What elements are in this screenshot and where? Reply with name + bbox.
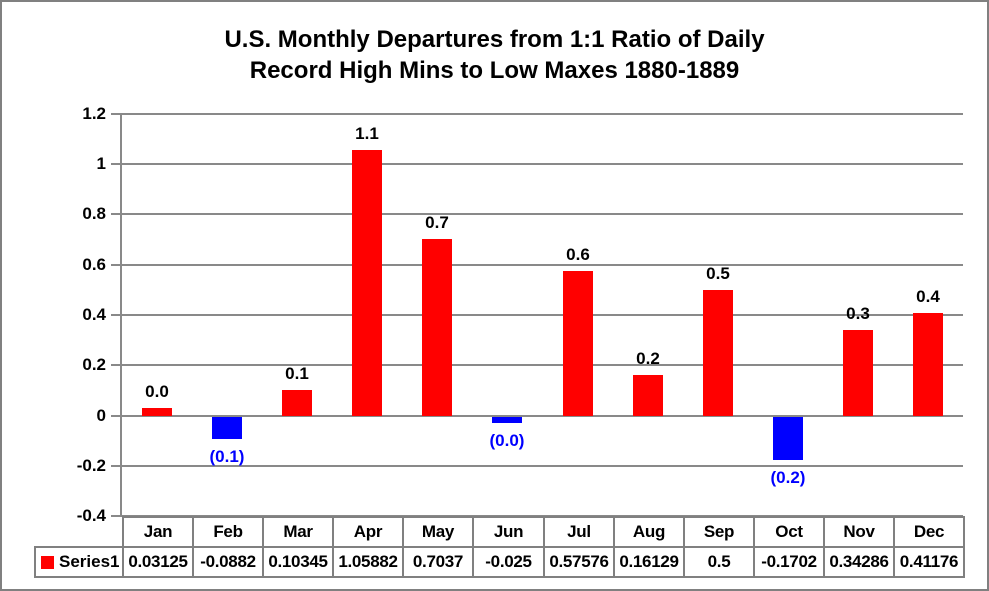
table-header-aug: Aug [613,516,683,546]
bar-label-sep: 0.5 [706,264,730,283]
table-header-jan: Jan [122,516,192,546]
table-value-aug: 0.16129 [613,546,683,578]
gridline-0 [122,415,963,417]
table-header-jul: Jul [543,516,613,546]
bar-nov [843,330,873,416]
y-axis-label: -0.4 [76,506,106,525]
bar-sep [703,290,733,416]
y-axis-tick [111,415,120,417]
bar-label-aug: 0.2 [636,349,660,368]
bar-label-mar: 0.1 [285,364,309,383]
table-value-mar: 0.10345 [262,546,332,578]
table-header-oct: Oct [753,516,823,546]
bar-apr [352,150,382,416]
gridline--0.2 [122,465,963,467]
bar-label-nov: 0.3 [846,304,870,323]
y-axis-label: -0.2 [76,456,106,475]
y-axis-tick [111,163,120,165]
bar-label-feb: (0.1) [209,447,245,466]
legend-item-series1: Series1 [34,546,122,578]
bar-jul [563,271,593,416]
bar-label-may: 0.7 [425,213,449,232]
table-header-apr: Apr [332,516,402,546]
table-value-nov: 0.34286 [823,546,893,578]
gridline-1 [122,163,963,165]
table-value-apr: 1.05882 [332,546,402,578]
table-value-jan: 0.03125 [122,546,192,578]
table-value-sep: 0.5 [683,546,753,578]
table-header-may: May [402,516,472,546]
bar-dec [913,313,943,416]
y-axis-tick [111,213,120,215]
table-value-jun: -0.025 [472,546,543,578]
y-axis-tick [111,264,120,266]
bar-feb [212,417,242,439]
y-axis-tick [111,314,120,316]
y-axis-label: 1 [96,154,106,173]
table-value-jul: 0.57576 [543,546,613,578]
chart-title-line1: U.S. Monthly Departures from 1:1 Ratio o… [224,26,765,53]
legend-label: Series1 [59,552,120,571]
table-header-dec: Dec [893,516,965,546]
y-axis-label: 0.8 [82,204,106,223]
chart-title-line2: Record High Mins to Low Maxes 1880-1889 [249,57,740,84]
bar-label-dec: 0.4 [916,287,940,306]
bar-jan [142,408,172,416]
table-header-nov: Nov [823,516,893,546]
bar-mar [282,390,312,416]
gridline-1.2 [122,113,963,115]
table-header-feb: Feb [192,516,262,546]
y-axis-tick [111,465,120,467]
gridline-0.2 [122,364,963,366]
table-value-dec: 0.41176 [893,546,965,578]
table-value-oct: -0.1702 [753,546,823,578]
table-header-mar: Mar [262,516,332,546]
bar-jun [492,417,522,423]
gridline-0.4 [122,314,963,316]
table-header-sep: Sep [683,516,753,546]
bar-label-jun: (0.0) [489,431,525,450]
table-value-may: 0.7037 [402,546,472,578]
gridline-0.8 [122,213,963,215]
bar-may [422,239,452,416]
y-axis-tick [111,113,120,115]
table-header-jun: Jun [472,516,543,546]
chart-title: U.S. Monthly Departures from 1:1 Ratio o… [0,24,989,86]
y-axis-label: 0 [96,406,106,425]
bar-aug [633,375,663,416]
bar-oct [773,417,803,460]
gridline-0.6 [122,264,963,266]
y-axis-label: 0.4 [82,305,106,324]
y-axis-line [120,113,122,517]
y-axis-label: 0.6 [82,255,106,274]
series1-swatch-icon [41,555,54,569]
y-axis-label: 0.2 [82,355,106,374]
bar-label-apr: 1.1 [355,124,379,143]
bar-label-jan: 0.0 [145,382,169,401]
bar-label-oct: (0.2) [770,468,806,487]
y-axis-tick [111,364,120,366]
table-value-feb: -0.0882 [192,546,262,578]
y-axis-label: 1.2 [82,104,106,123]
bar-label-jul: 0.6 [566,245,590,264]
y-axis-tick [111,515,120,517]
